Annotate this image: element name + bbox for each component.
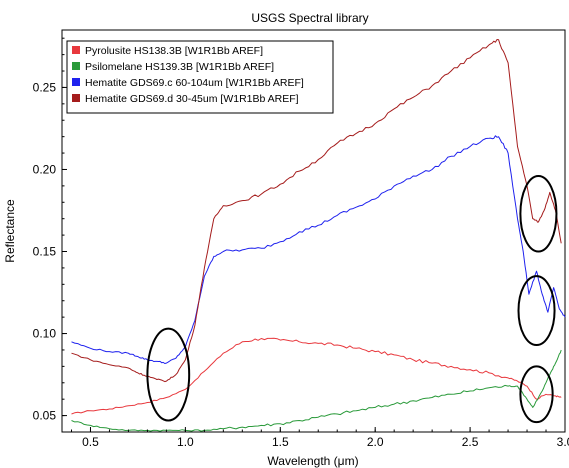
legend: Pyrolusite HS138.3B [W1R1Bb AREF] Psilom…	[66, 40, 334, 114]
legend-label: Psilomelane HS139.3B [W1R1Bb AREF]	[85, 61, 274, 73]
highlight-ellipse	[517, 275, 556, 347]
x-tick-label: 3.0	[557, 435, 569, 449]
legend-swatch	[72, 62, 80, 70]
x-tick-label: 1.0	[177, 435, 194, 449]
legend-box	[66, 40, 334, 114]
legend-label: Pyrolusite HS138.3B [W1R1Bb AREF]	[85, 45, 263, 57]
x-axis: 0.5 1.0 1.5 2.0 2.5 3.0	[70, 427, 569, 449]
y-tick-label: 0.05	[33, 409, 57, 423]
legend-swatch	[72, 94, 80, 102]
x-tick-label: 2.5	[462, 435, 479, 449]
y-axis: 0.05 0.10 0.15 0.20 0.25	[33, 37, 67, 423]
legend-label: Hematite GDS69.c 60-104um [W1R1Bb AREF]	[85, 77, 304, 89]
y-tick-label: 0.15	[33, 245, 57, 259]
legend-entry: Hematite GDS69.c 60-104um [W1R1Bb AREF]	[72, 77, 304, 89]
series-line	[71, 39, 562, 383]
y-tick-label: 0.10	[33, 327, 57, 341]
y-tick-label: 0.25	[33, 80, 57, 94]
series-line	[71, 337, 562, 415]
x-axis-title: Wavelength (μm)	[267, 454, 358, 468]
legend-entry: Psilomelane HS139.3B [W1R1Bb AREF]	[72, 61, 274, 73]
x-tick-label: 1.5	[272, 435, 289, 449]
legend-entry: Hematite GDS69.d 30-45um [W1R1Bb AREF]	[72, 93, 299, 105]
y-tick-label: 0.20	[33, 162, 57, 176]
y-axis-title: Reflectance	[3, 199, 17, 263]
highlight-ellipse	[146, 327, 191, 422]
legend-label: Hematite GDS69.d 30-45um [W1R1Bb AREF]	[85, 93, 299, 105]
legend-swatch	[72, 78, 80, 86]
legend-entry: Pyrolusite HS138.3B [W1R1Bb AREF]	[72, 45, 263, 57]
annotation-layer	[146, 175, 558, 424]
legend-swatch	[72, 46, 80, 54]
highlight-ellipse	[519, 175, 558, 253]
x-tick-label: 2.0	[367, 435, 384, 449]
chart-title: USGS Spectral library	[251, 11, 368, 25]
highlight-ellipse	[519, 365, 554, 424]
x-tick-label: 0.5	[82, 435, 99, 449]
